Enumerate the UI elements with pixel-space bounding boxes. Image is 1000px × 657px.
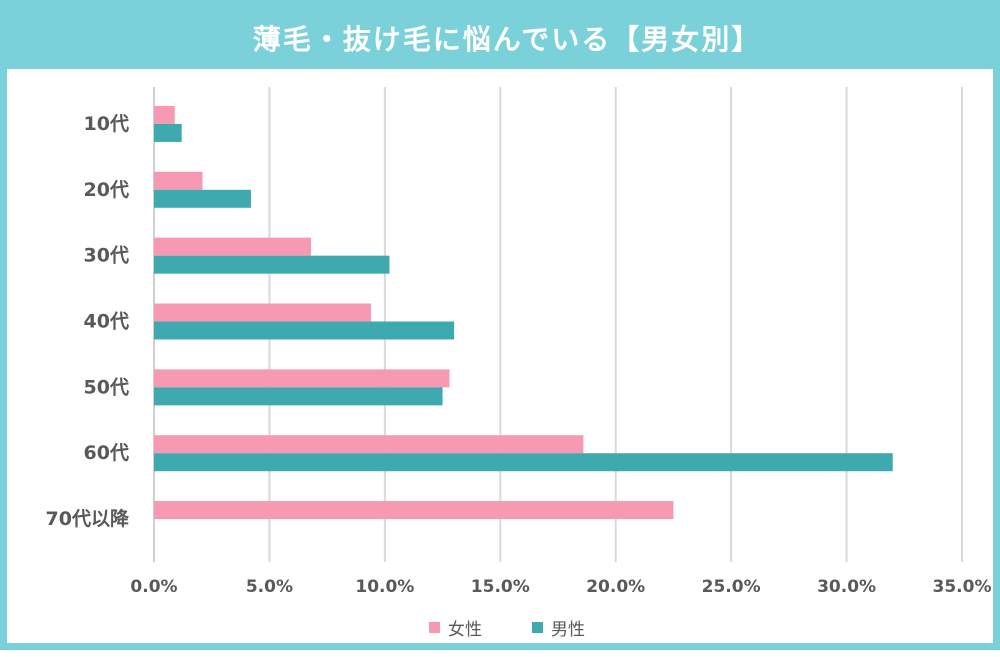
category-label: 70代以降 [46, 507, 130, 530]
legend-swatch-female [429, 621, 440, 633]
legend: 女性 男性 [7, 613, 1000, 641]
bar-female [154, 435, 584, 454]
category-label: 60代 [84, 442, 129, 464]
bar-female [154, 501, 674, 520]
bar-male [154, 321, 455, 340]
category-label: 30代 [84, 245, 129, 267]
bar-male [154, 123, 182, 142]
legend-item-male: 男性 [532, 615, 585, 640]
legend-item-female: 女性 [429, 615, 482, 640]
category-label: 50代 [84, 376, 129, 398]
bar-male [154, 453, 893, 472]
category-label: 10代 [84, 113, 129, 135]
bar-female [154, 303, 372, 322]
category-label: 20代 [84, 179, 129, 201]
legend-swatch-male [532, 621, 543, 633]
bar-female [154, 237, 311, 256]
x-tick-label: 20.0% [586, 577, 645, 597]
x-tick-label: 15.0% [471, 577, 530, 597]
bar-male [154, 189, 251, 208]
bar-male [154, 387, 443, 406]
bar-female [154, 171, 203, 190]
category-label: 40代 [84, 311, 129, 333]
bar-female [154, 369, 450, 388]
bar-chart: 0.0% 5.0% 10.0% 15.0% 20.0% 25.0% 30.0% 35.0% 10… [46, 87, 992, 597]
x-tick-label: 25.0% [702, 577, 761, 597]
bar-female [154, 105, 175, 124]
x-tick-label: 35.0% [933, 577, 992, 597]
x-tick-label: 10.0% [355, 577, 414, 597]
x-tick-label: 30.0% [817, 577, 876, 597]
legend-label-male: 男性 [551, 619, 585, 640]
x-tick-label: 5.0% [246, 577, 293, 597]
title-bar: 薄毛・抜け毛に悩んでいる【男女別】 [7, 7, 1000, 69]
chart-title: 薄毛・抜け毛に悩んでいる【男女別】 [252, 23, 762, 56]
x-tick-label: 0.0% [130, 577, 177, 597]
legend-label-female: 女性 [448, 619, 482, 640]
bar-male [154, 255, 390, 274]
